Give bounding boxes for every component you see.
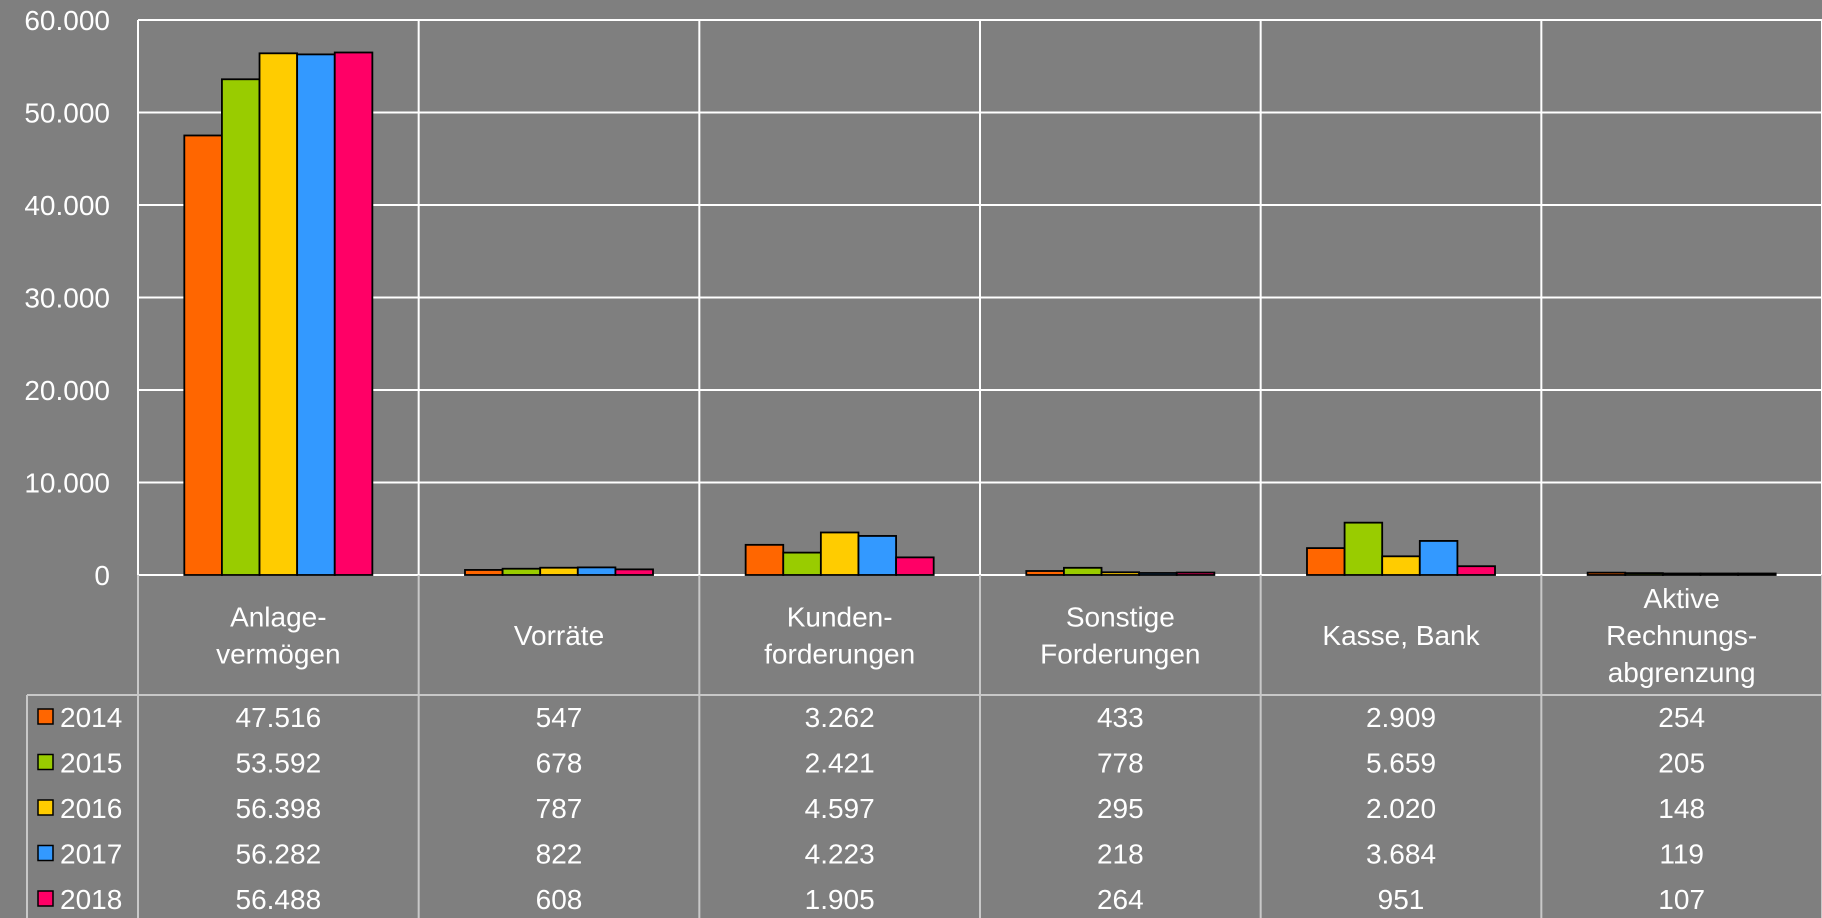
data-label-2017-4: 3.684	[1366, 839, 1436, 870]
y-tick-label-0: 0	[94, 560, 110, 591]
data-label-2016-1: 787	[536, 793, 583, 824]
data-label-2017-1: 822	[536, 839, 583, 870]
bar-2014-5	[1586, 571, 1627, 576]
bar-2014-2	[744, 543, 785, 576]
data-label-2014-1: 547	[536, 702, 583, 733]
y-tick-label-1: 10.000	[24, 468, 110, 499]
category-label-5-0: Aktive	[1644, 583, 1720, 614]
data-label-2017-3: 218	[1097, 839, 1144, 870]
data-label-2018-4: 951	[1378, 884, 1425, 915]
data-label-2015-2: 2.421	[805, 748, 875, 779]
data-label-2018-0: 56.488	[236, 884, 322, 915]
data-label-2016-5: 148	[1658, 793, 1705, 824]
bar-2015-5	[1624, 572, 1664, 576]
bar-2018-3	[1175, 571, 1216, 576]
bar-2016-2	[819, 531, 860, 576]
data-table: 2014 47.516 547 3.262 433 2.909 254 2015 53.592 6…	[26, 575, 1822, 918]
grid-layer	[137, 19, 1822, 576]
bar-2017-4	[1418, 540, 1459, 576]
bar-2018-2	[895, 556, 935, 576]
bar-2017-3	[1138, 572, 1178, 576]
bar-2014-0	[183, 134, 223, 576]
data-label-2015-0: 53.592	[236, 748, 322, 779]
bar-2015-2	[782, 551, 822, 576]
legend-label-2014: 2014	[60, 702, 122, 733]
data-label-2017-0: 56.282	[236, 839, 322, 870]
data-label-2015-3: 778	[1097, 748, 1144, 779]
bar-2017-5	[1699, 572, 1739, 576]
bar-2015-3	[1063, 566, 1103, 576]
data-label-2018-1: 608	[536, 884, 583, 915]
y-tick-label-3: 30.000	[24, 283, 110, 314]
y-tick-label-4: 40.000	[24, 190, 110, 221]
legend-swatch-2015	[37, 753, 54, 771]
data-label-2015-5: 205	[1658, 748, 1705, 779]
category-label-2-1: forderungen	[764, 639, 915, 670]
data-label-2015-4: 5.659	[1366, 748, 1436, 779]
category-label-2-0: Kunden-	[787, 602, 893, 633]
category-label-5-1: Rechnungs-	[1606, 620, 1757, 651]
bar-2016-4	[1381, 555, 1421, 576]
data-label-2016-4: 2.020	[1366, 793, 1436, 824]
category-label-0-1: vermögen	[216, 639, 341, 670]
bar-2014-1	[464, 569, 504, 576]
legend-swatch-2016	[37, 799, 54, 816]
bar-2014-3	[1025, 570, 1065, 576]
category-label-0-0: Anlage-	[230, 602, 327, 633]
bar-2018-0	[333, 51, 374, 576]
y-tick-label-5: 50.000	[24, 98, 110, 129]
data-label-2016-2: 4.597	[805, 793, 875, 824]
legend-swatch-2018	[37, 890, 54, 907]
category-label-3-0: Sonstige	[1066, 602, 1175, 633]
category-label-3-1: Forderungen	[1040, 639, 1200, 670]
y-axis: 0 10.000 20.000 30.000 40.000 50.000 60.000	[24, 5, 110, 591]
y-tick-label-6: 60.000	[24, 5, 110, 36]
data-label-2014-3: 433	[1097, 702, 1144, 733]
bar-2015-4	[1343, 521, 1384, 576]
legend-swatch-2017	[37, 844, 54, 862]
bar-2018-5	[1737, 572, 1777, 576]
bars-layer	[183, 51, 1777, 576]
data-label-2014-5: 254	[1658, 702, 1705, 733]
data-label-2014-0: 47.516	[236, 702, 322, 733]
data-label-2017-5: 119	[1659, 839, 1704, 870]
data-label-2018-3: 264	[1097, 884, 1144, 915]
data-label-2016-0: 56.398	[236, 793, 322, 824]
category-label-4-0: Kasse, Bank	[1322, 620, 1480, 651]
bar-2015-1	[501, 567, 542, 576]
bar-2015-0	[221, 78, 261, 576]
data-label-2017-2: 4.223	[805, 839, 875, 870]
bar-2018-1	[614, 568, 654, 576]
legend-swatch-2014	[37, 708, 54, 725]
y-tick-label-2: 20.000	[24, 375, 110, 406]
legend-label-2017: 2017	[60, 839, 122, 870]
bar-2016-0	[258, 52, 299, 576]
category-label-5-2: abgrenzung	[1608, 657, 1756, 688]
category-label-1-0: Vorräte	[514, 620, 604, 651]
legend-label-2015: 2015	[60, 748, 122, 779]
bar-2016-1	[539, 566, 579, 576]
bar-2016-5	[1661, 572, 1702, 576]
legend-label-2018: 2018	[60, 884, 122, 915]
bar-2018-4	[1456, 565, 1496, 576]
bar-2017-2	[857, 535, 897, 576]
data-label-2015-1: 678	[536, 748, 583, 779]
data-label-2018-2: 1.905	[805, 884, 875, 915]
bar-2017-1	[576, 566, 617, 576]
data-label-2016-3: 295	[1097, 793, 1144, 824]
category-labels: Anlage-vermögen Vorräte Kunden-forderungen…	[216, 583, 1757, 688]
bar-2014-4	[1306, 547, 1346, 576]
data-label-2014-2: 3.262	[805, 702, 875, 733]
legend-label-2016: 2016	[60, 793, 122, 824]
data-label-2018-5: 107	[1658, 884, 1705, 915]
bar-2017-0	[296, 53, 336, 576]
bar-2016-3	[1100, 571, 1141, 576]
data-label-2014-4: 2.909	[1366, 702, 1436, 733]
